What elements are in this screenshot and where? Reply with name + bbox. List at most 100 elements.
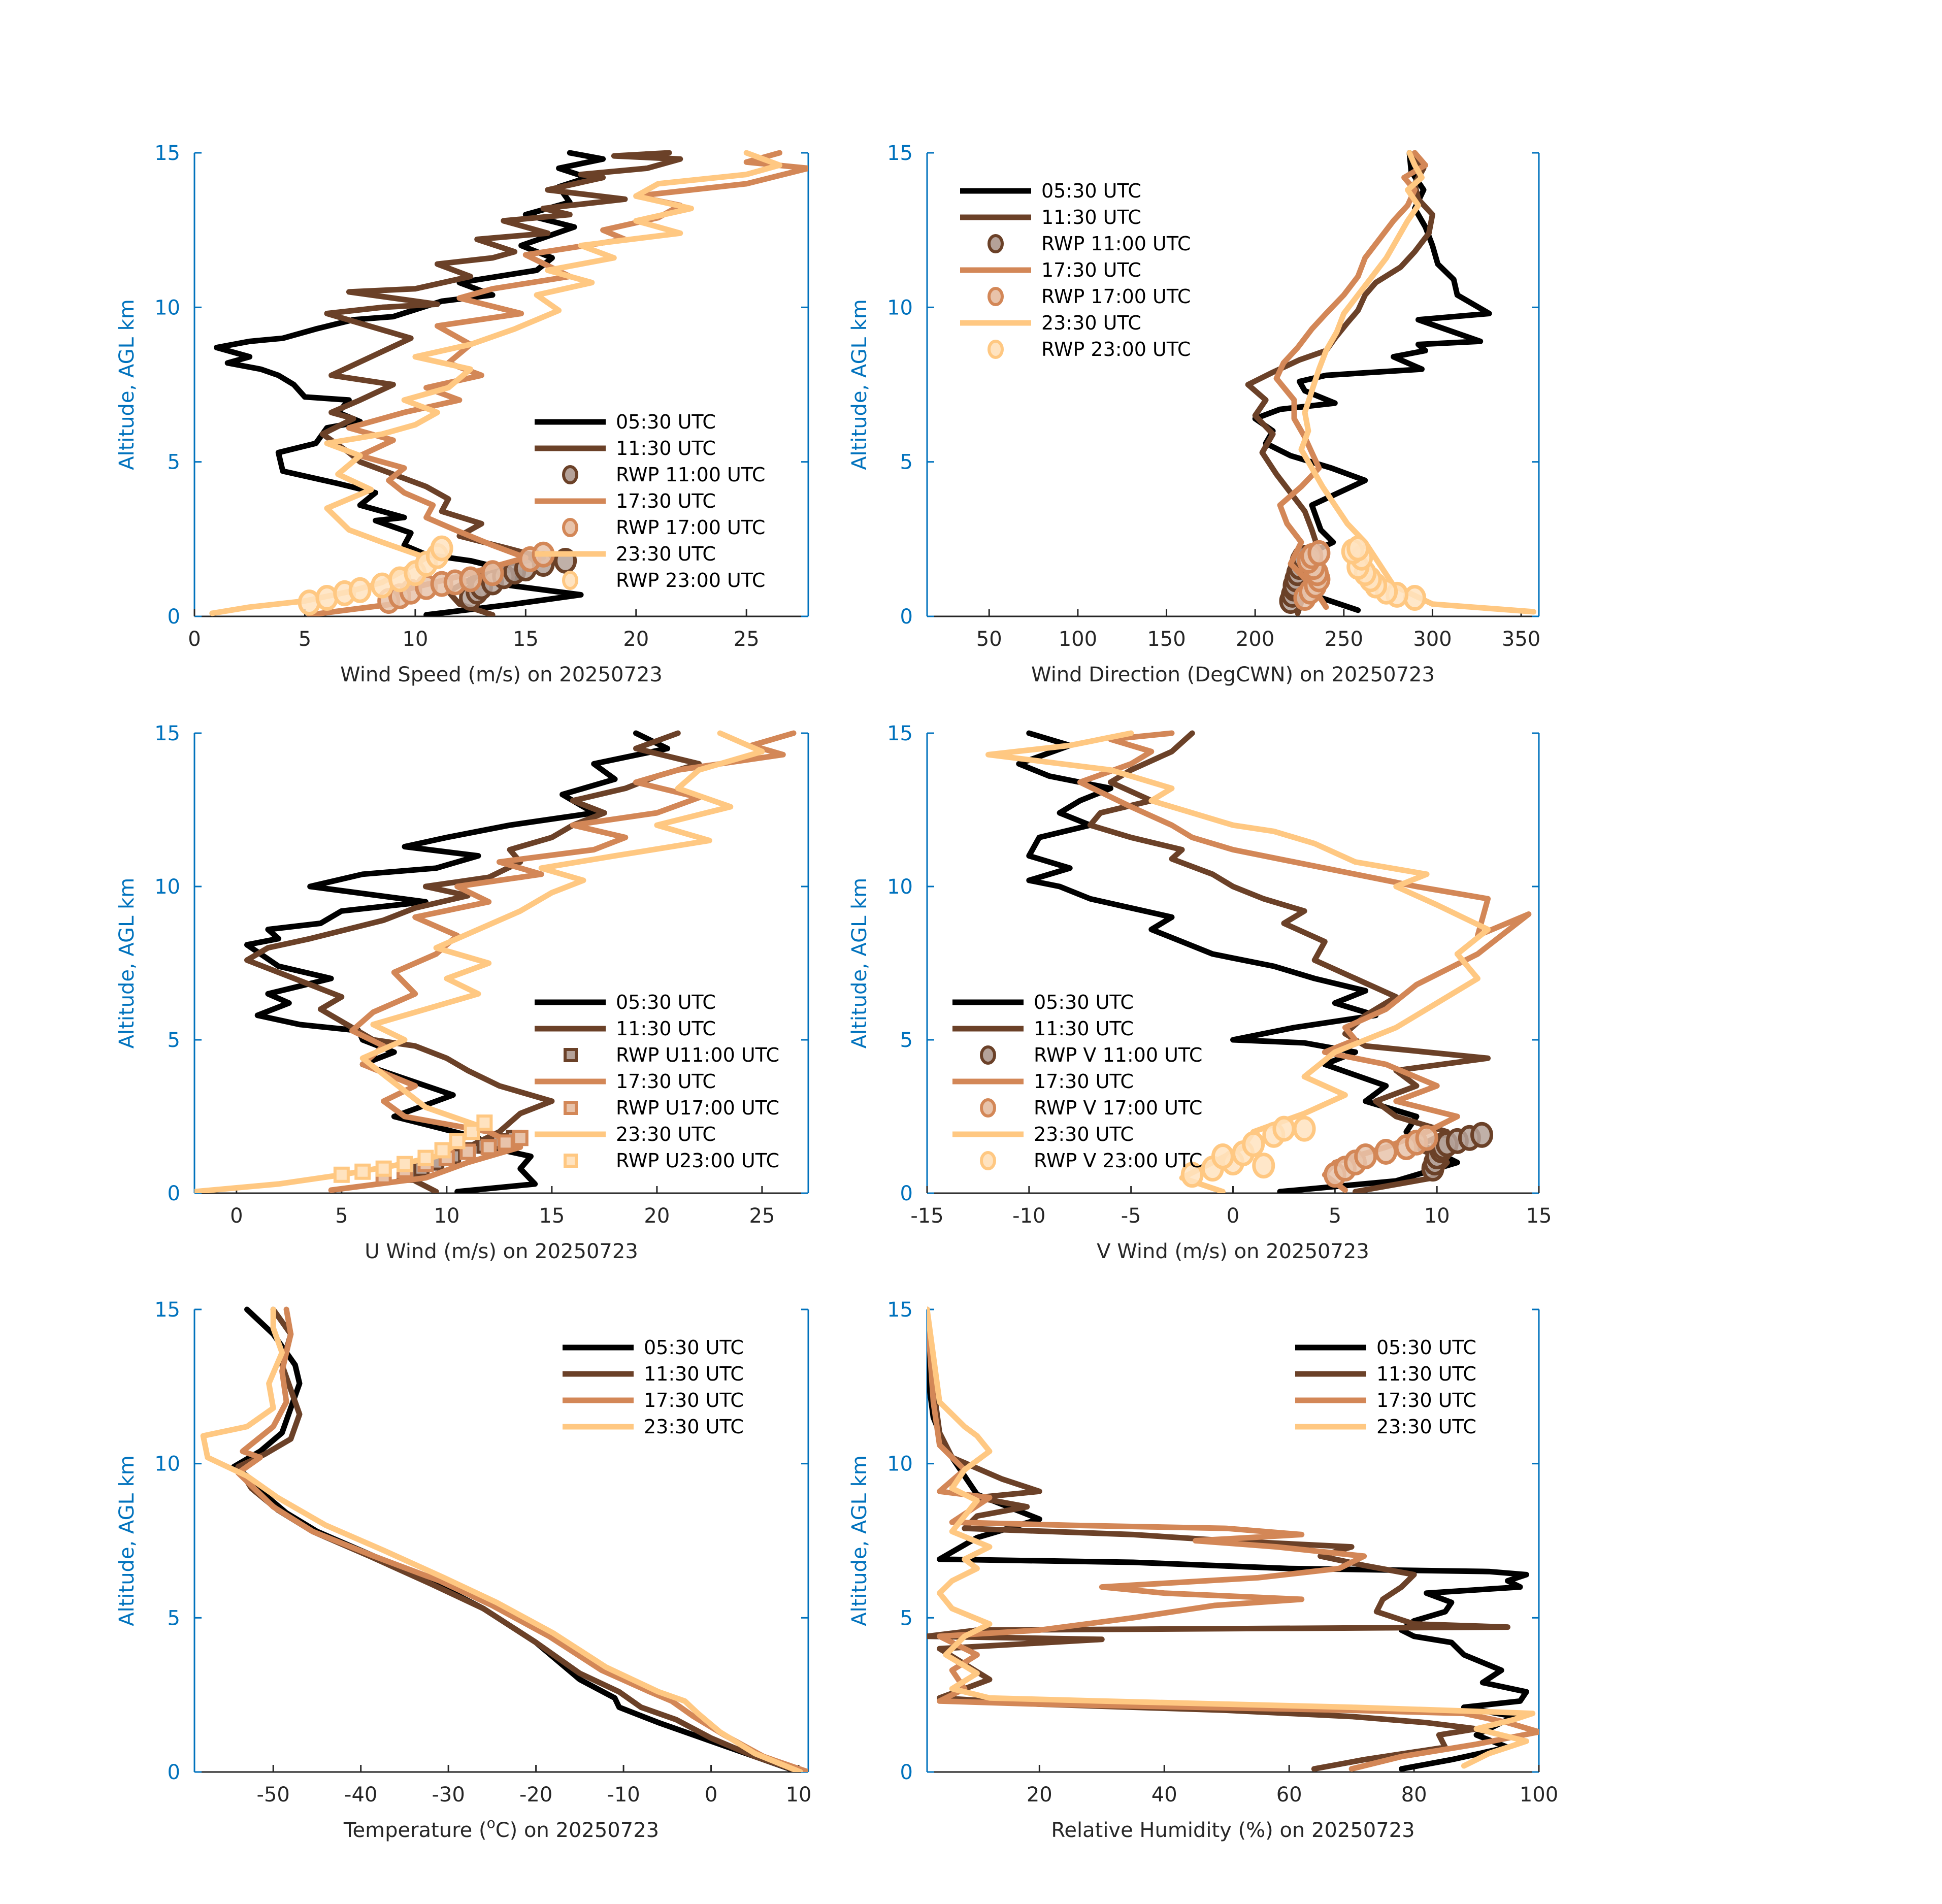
rwp-marker: [375, 1160, 392, 1177]
y-tick-label: 15: [887, 142, 913, 165]
x-tick-label: 10: [434, 1204, 459, 1228]
series-line-05-30-utc: [244, 730, 671, 1193]
x-axis-label: Wind Speed (m/s) on 20250723: [340, 663, 663, 686]
rwp-marker: [1252, 1153, 1275, 1179]
rwp-marker: [333, 1166, 350, 1183]
x-tick-label: 50: [976, 628, 1002, 651]
legend: 05:30 UTC 11:30 UTC RWP U11:00 UTC 17:30 UT…: [535, 991, 779, 1172]
series-line-23-30-utc: [927, 1306, 1536, 1769]
legend-label: 05:30 UTC: [616, 411, 716, 433]
legend-label: 05:30 UTC: [644, 1336, 744, 1359]
x-tick-label: 200: [1236, 628, 1274, 651]
rwp-marker: [1354, 1143, 1377, 1170]
legend-swatch-circle: [562, 571, 578, 590]
legend-label: 11:30 UTC: [616, 1017, 716, 1040]
y-tick-label: 10: [154, 296, 180, 319]
y-axis-label: Altitude, AGL km: [848, 1455, 871, 1626]
legend-label: RWP 17:00 UTC: [1041, 285, 1191, 308]
x-tick-label: 25: [734, 628, 760, 651]
x-tick-label: -10: [1012, 1204, 1045, 1228]
y-tick-label: 10: [887, 1453, 913, 1476]
y-tick-label: 0: [168, 1761, 180, 1784]
series-line-11-30-utc: [927, 1306, 1510, 1772]
x-axis-label: Temperature (oC) on 20250723: [343, 1815, 659, 1842]
legend-label: RWP 11:00 UTC: [1041, 233, 1191, 255]
legend-label: 17:30 UTC: [616, 1070, 716, 1093]
legend-label: 05:30 UTC: [1041, 180, 1141, 202]
rwp-marker: [430, 535, 453, 562]
legend: 05:30 UTC 11:30 UTC RWP 11:00 UTC 17:30 UTC…: [960, 180, 1191, 360]
legend: 05:30 UTC 11:30 UTC RWP 11:00 UTC 17:30 UTC…: [535, 411, 765, 592]
plot-area: [1245, 150, 1536, 616]
legend-label: 23:30 UTC: [616, 1123, 716, 1145]
x-tick-label: 20: [644, 1204, 670, 1228]
x-tick-label: -15: [910, 1204, 943, 1228]
x-tick-label: 20: [1027, 1783, 1052, 1807]
x-axis-label: U Wind (m/s) on 20250723: [365, 1240, 638, 1263]
panel-wind-speed: 0 5 10 15 0 5 10 15 20 25 Altitude, AGL km Wind Spe…: [115, 142, 809, 686]
x-tick-label: 10: [402, 628, 428, 651]
x-tick-label: 15: [539, 1204, 565, 1228]
legend: 05:30 UTC 11:30 UTC RWP V 11:00 UTC 17:30 U…: [952, 991, 1202, 1172]
y-tick-label: 10: [154, 875, 180, 899]
x-tick-label: 60: [1276, 1783, 1302, 1807]
rwp-marker: [497, 1134, 514, 1151]
y-tick-label: 5: [900, 451, 913, 474]
x-tick-label: 0: [188, 628, 201, 651]
x-tick-label: 250: [1325, 628, 1363, 651]
x-tick-label: 0: [1227, 1204, 1239, 1228]
x-tick-label: 150: [1147, 628, 1186, 651]
legend-swatch-circle: [562, 465, 578, 484]
series-line-05-30-utc: [1016, 730, 1460, 1193]
rwp-marker: [459, 566, 482, 593]
legend-label: RWP 11:00 UTC: [616, 464, 765, 486]
rwp-marker: [1242, 1131, 1265, 1157]
x-tick-label: -5: [1121, 1204, 1141, 1228]
y-tick-label: 5: [900, 1029, 913, 1052]
x-tick-label: -10: [607, 1783, 640, 1807]
rwp-marker: [1470, 1122, 1494, 1148]
x-tick-label: 100: [1059, 628, 1097, 651]
y-axis-label: Altitude, AGL km: [115, 1455, 139, 1626]
legend-label: 17:30 UTC: [1041, 259, 1141, 281]
legend-swatch-circle: [980, 1098, 996, 1118]
x-tick-label: 5: [335, 1204, 348, 1228]
x-tick-label: -30: [432, 1783, 465, 1807]
legend-label: RWP U11:00 UTC: [616, 1044, 779, 1066]
rwp-marker: [481, 560, 504, 586]
x-tick-label: -40: [344, 1783, 377, 1807]
x-tick-label: 100: [1520, 1783, 1558, 1807]
legend-label: RWP V 23:00 UTC: [1034, 1150, 1202, 1172]
x-tick-label: 15: [513, 628, 539, 651]
rwp-marker: [449, 1133, 466, 1150]
rwp-marker: [348, 577, 372, 603]
panel-relative-humidity: 0 5 10 15 20 40 60 80 100 Altitude, AGL km Relativ…: [848, 1298, 1558, 1842]
series-line-23-30-utc: [200, 1306, 803, 1772]
y-axis-label: Altitude, AGL km: [115, 299, 139, 470]
legend-swatch-circle: [988, 287, 1004, 306]
legend-swatch-circle: [980, 1151, 996, 1170]
rwp-marker: [512, 1130, 529, 1146]
legend-label: RWP 17:00 UTC: [616, 516, 765, 539]
x-tick-label: 0: [705, 1783, 717, 1807]
series-line-17-30-utc: [1273, 150, 1428, 610]
x-tick-label: 10: [786, 1783, 812, 1807]
rwp-marker: [464, 1124, 480, 1140]
x-tick-label: 80: [1401, 1783, 1427, 1807]
x-tick-label: -20: [519, 1783, 552, 1807]
plot-area: [927, 1306, 1539, 1772]
legend-swatch-circle: [980, 1045, 996, 1065]
legend-label: 23:30 UTC: [616, 543, 716, 565]
y-axis-label: Altitude, AGL km: [848, 878, 871, 1049]
legend-label: 17:30 UTC: [1376, 1389, 1476, 1411]
series-line-23-30-utc: [1298, 150, 1536, 615]
legend-label: RWP V 17:00 UTC: [1034, 1097, 1202, 1119]
x-tick-label: 15: [1526, 1204, 1552, 1228]
series-line-17-30-utc: [235, 1306, 808, 1772]
rwp-marker: [1180, 1162, 1204, 1188]
y-tick-label: 15: [887, 722, 913, 745]
legend-label: RWP 23:00 UTC: [616, 569, 765, 592]
legend-label: 23:30 UTC: [644, 1416, 744, 1438]
legend: 05:30 UTC 11:30 UTC 17:30 UTC 23:30 UTC: [563, 1336, 744, 1438]
y-axis-label: Altitude, AGL km: [115, 878, 139, 1049]
